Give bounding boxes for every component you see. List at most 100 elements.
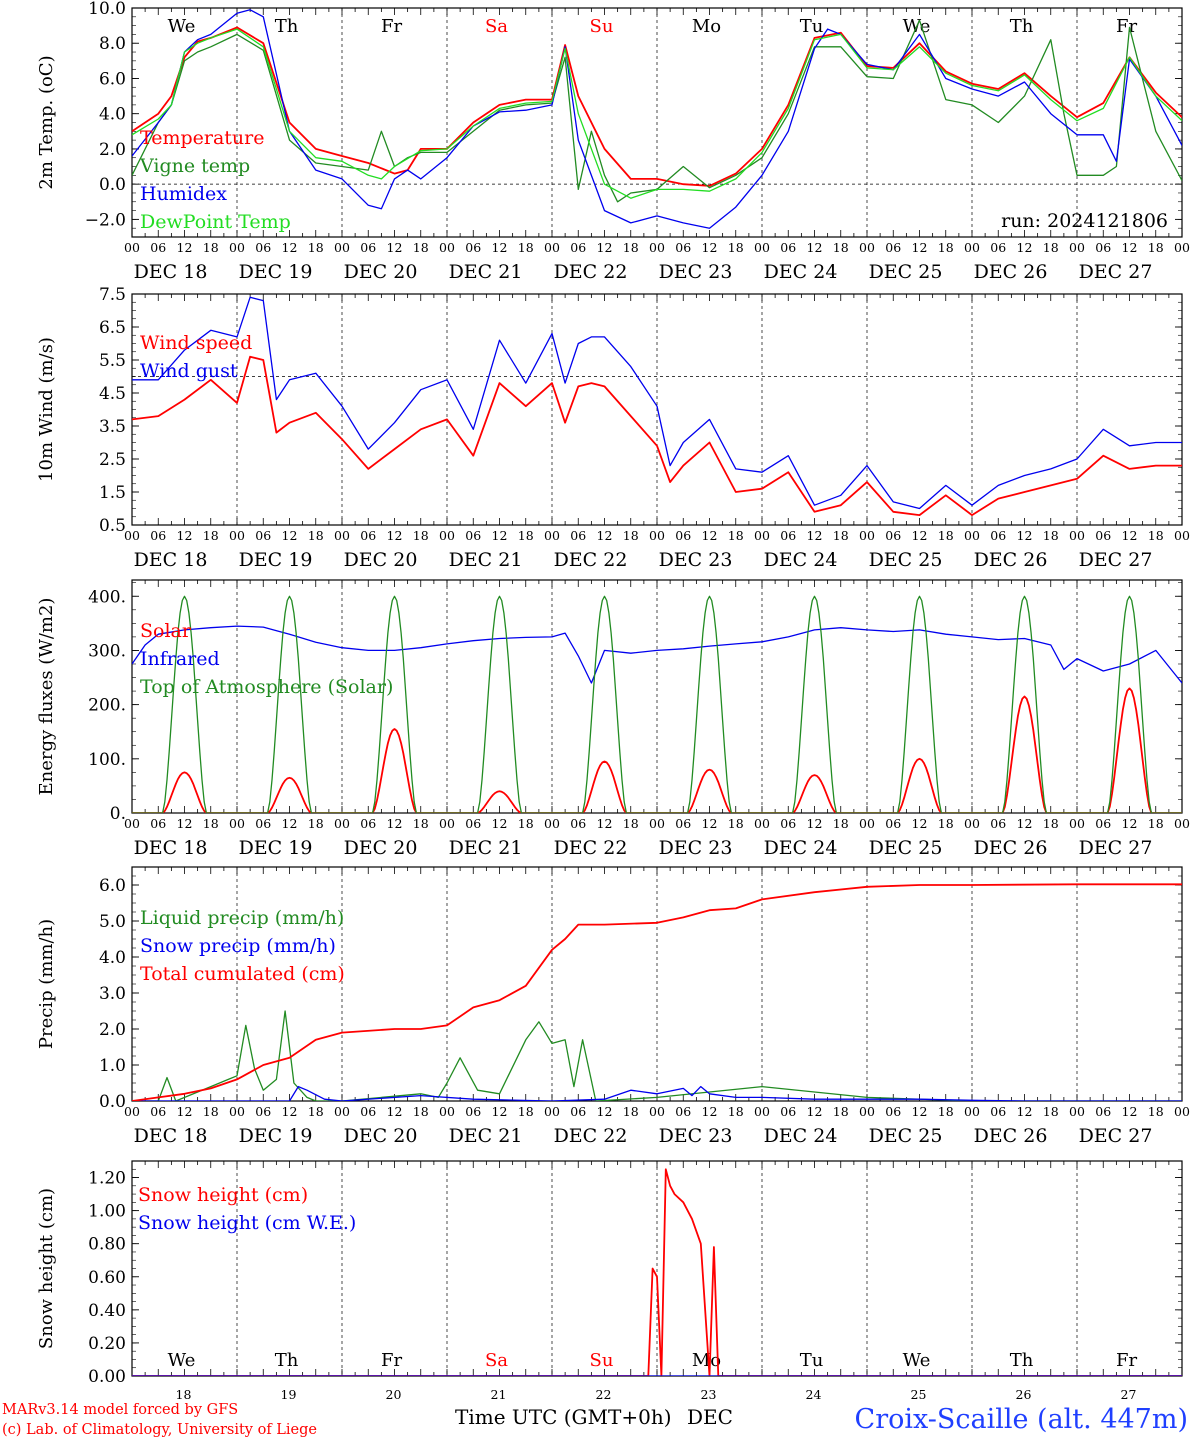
hour-label: 12: [912, 240, 928, 255]
legend-entry: Vigne temp: [139, 155, 250, 177]
hour-label: 00: [964, 528, 980, 543]
hour-label: 12: [177, 816, 193, 831]
panel-snow: 0.00 0.20 0.40 0.60 0.80 1.00 1.20 Snow height …: [36, 1160, 1183, 1402]
hour-label: 12: [702, 528, 718, 543]
series-line-top-of-atmosphere-solar-: [132, 595, 1182, 813]
dow-label: Th: [1010, 16, 1034, 37]
hour-label: 18: [413, 816, 429, 831]
y-tick-label: 4.5: [99, 384, 126, 404]
hour-label: 18: [308, 240, 324, 255]
hour-label: 00: [544, 528, 560, 543]
day-number-label: 23: [701, 1387, 717, 1402]
y-tick-label: −2.0: [85, 210, 126, 230]
hour-label: 18: [938, 528, 954, 543]
date-label: DEC 23: [659, 261, 733, 283]
hour-label: 06: [675, 528, 691, 543]
hour-label: 06: [885, 528, 901, 543]
hour-label: 00: [964, 816, 980, 831]
dow-label: Tu: [800, 1350, 824, 1371]
y-tick-label: 3.5: [99, 417, 126, 437]
date-label: DEC 24: [764, 837, 838, 859]
legend-entry: Temperature: [140, 127, 264, 149]
hour-label: 18: [833, 816, 849, 831]
hour-label: 06: [990, 1104, 1006, 1119]
day-number-label: 25: [911, 1387, 927, 1402]
y-tick-label: 5.5: [99, 351, 126, 371]
hour-label: 06: [990, 816, 1006, 831]
date-label: DEC 21: [449, 837, 523, 859]
hour-label: 00: [1174, 816, 1190, 831]
hour-label: 00: [439, 240, 455, 255]
panel-wind: 0.5 1.5 2.5 3.5 4.5 5.5 6.5 7.5 10m Wind (m/s) 00…: [36, 285, 1190, 571]
date-label: DEC 19: [239, 1125, 313, 1147]
hour-label: 12: [702, 1104, 718, 1119]
hour-label: 12: [177, 1104, 193, 1119]
hour-label: 12: [597, 1104, 613, 1119]
hour-label: 12: [807, 816, 823, 831]
dow-label: Sa: [485, 1350, 508, 1371]
y-tick-label: 8.0: [99, 34, 126, 54]
y-axis-label: Energy fluxes (W/m2): [36, 598, 57, 796]
day-number-label: 21: [491, 1387, 507, 1402]
hour-label: 00: [1069, 1104, 1085, 1119]
hour-label: 06: [885, 816, 901, 831]
hour-label: 12: [1122, 528, 1138, 543]
y-tick-label: 200.: [88, 696, 126, 716]
panel-temp: −2.0 0.0 2.0 4.0 6.0 8.0 10.0 2m Temp. (oC) 00 06…: [36, 0, 1190, 283]
hour-label: 00: [754, 528, 770, 543]
date-label: DEC 22: [554, 261, 628, 283]
hour-label: 06: [990, 240, 1006, 255]
y-tick-label: 2.0: [99, 1020, 126, 1040]
date-label: DEC 24: [764, 549, 838, 571]
series-line-solar: [132, 687, 1182, 813]
hour-label: 06: [360, 1104, 376, 1119]
hour-label: 12: [807, 240, 823, 255]
hour-label: 00: [964, 1104, 980, 1119]
hour-label: 18: [938, 1104, 954, 1119]
hour-label: 06: [885, 240, 901, 255]
hour-label: 18: [938, 816, 954, 831]
hour-label: 06: [780, 816, 796, 831]
y-tick-label: 2.5: [99, 450, 126, 470]
hour-label: 06: [1095, 1104, 1111, 1119]
y-tick-label: 10.0: [88, 0, 126, 19]
hour-label: 12: [387, 240, 403, 255]
date-label: DEC 19: [239, 549, 313, 571]
hour-label: 00: [334, 1104, 350, 1119]
legend-entry: Humidex: [140, 183, 227, 205]
date-label: DEC 20: [344, 261, 418, 283]
date-label: DEC 26: [974, 549, 1048, 571]
series-line-vigne-temp: [132, 19, 1182, 203]
hour-label: 06: [150, 240, 166, 255]
legend-entry: Total cumulated (cm): [140, 963, 345, 985]
y-axis-label: 2m Temp. (oC): [36, 55, 57, 189]
y-tick-label: 1.20: [88, 1169, 126, 1189]
dow-label: We: [168, 1350, 196, 1371]
hour-label: 18: [1148, 240, 1164, 255]
y-tick-label: 3.0: [99, 984, 126, 1004]
series-line-snow-height-cm-: [132, 1168, 1182, 1376]
dow-label: Fr: [381, 1350, 402, 1371]
date-label: DEC 20: [344, 549, 418, 571]
y-tick-label: 0.0: [99, 1092, 126, 1112]
dow-label: We: [168, 16, 196, 37]
date-label: DEC 26: [974, 837, 1048, 859]
hour-label: 18: [1148, 816, 1164, 831]
hour-label: 00: [1069, 528, 1085, 543]
hour-label: 18: [203, 240, 219, 255]
date-label: DEC 19: [239, 837, 313, 859]
hour-label: 18: [203, 816, 219, 831]
hour-label: 00: [229, 240, 245, 255]
hour-label: 06: [675, 1104, 691, 1119]
legend-entry: Liquid precip (mm/h): [140, 907, 344, 929]
hour-label: 00: [229, 1104, 245, 1119]
hour-label: 18: [623, 1104, 639, 1119]
hour-label: 06: [360, 528, 376, 543]
hour-label: 00: [229, 816, 245, 831]
hour-label: 06: [465, 1104, 481, 1119]
hour-label: 00: [859, 528, 875, 543]
legend-entry: Snow height (cm W.E.): [138, 1212, 356, 1234]
date-label: DEC 23: [659, 549, 733, 571]
